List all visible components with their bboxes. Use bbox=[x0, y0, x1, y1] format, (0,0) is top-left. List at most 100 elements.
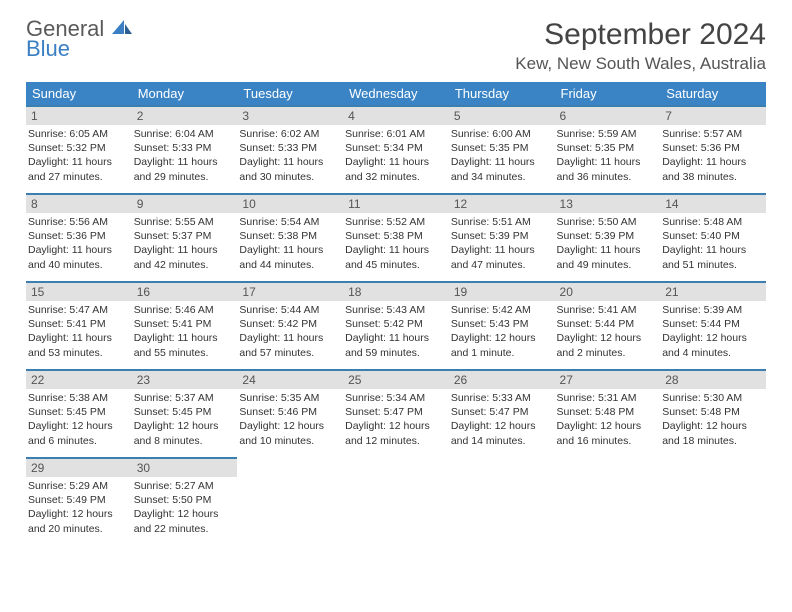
calendar-header-cell: Friday bbox=[555, 82, 661, 106]
calendar-cell: 14Sunrise: 5:48 AMSunset: 5:40 PMDayligh… bbox=[660, 194, 766, 282]
day-data: Sunrise: 5:51 AMSunset: 5:39 PMDaylight:… bbox=[449, 215, 555, 272]
calendar-cell: 10 Sunrise: 5:54 AMSunset: 5:38 PMDayligh… bbox=[237, 194, 343, 282]
calendar-cell: 21Sunrise: 5:39 AMSunset: 5:44 PMDayligh… bbox=[660, 282, 766, 370]
calendar-header-cell: Monday bbox=[132, 82, 238, 106]
calendar-table: SundayMondayTuesdayWednesdayThursdayFrid… bbox=[26, 82, 766, 546]
calendar-cell: 23Sunrise: 5:37 AMSunset: 5:45 PMDayligh… bbox=[132, 370, 238, 458]
calendar-cell: 9 Sunrise: 5:55 AMSunset: 5:37 PMDaylight… bbox=[132, 194, 238, 282]
day-data: Sunrise: 6:05 AMSunset: 5:32 PMDaylight:… bbox=[26, 127, 132, 184]
day-data: Sunrise: 6:00 AMSunset: 5:35 PMDaylight:… bbox=[449, 127, 555, 184]
day-number: 21 bbox=[660, 283, 766, 301]
day-number: 26 bbox=[449, 371, 555, 389]
calendar-header-row: SundayMondayTuesdayWednesdayThursdayFrid… bbox=[26, 82, 766, 106]
day-number: 20 bbox=[555, 283, 661, 301]
day-data: Sunrise: 5:48 AMSunset: 5:40 PMDaylight:… bbox=[660, 215, 766, 272]
calendar-cell: 30 Sunrise: 5:27 AMSunset: 5:50 PMDayligh… bbox=[132, 458, 238, 546]
calendar-cell: 28 Sunrise: 5:30 AMSunset: 5:48 PMDayligh… bbox=[660, 370, 766, 458]
page-title: September 2024 bbox=[515, 18, 766, 52]
day-data: Sunrise: 5:34 AMSunset: 5:47 PMDaylight:… bbox=[343, 391, 449, 448]
calendar-cell: 27Sunrise: 5:31 AMSunset: 5:48 PMDayligh… bbox=[555, 370, 661, 458]
day-data: Sunrise: 5:35 AMSunset: 5:46 PMDaylight:… bbox=[237, 391, 343, 448]
day-number: 15 bbox=[26, 283, 132, 301]
calendar-cell: 15Sunrise: 5:47 AMSunset: 5:41 PMDayligh… bbox=[26, 282, 132, 370]
title-block: September 2024 Kew, New South Wales, Aus… bbox=[515, 18, 766, 74]
calendar-cell: 19 Sunrise: 5:42 AMSunset: 5:43 PMDayligh… bbox=[449, 282, 555, 370]
calendar-cell-empty bbox=[449, 458, 555, 546]
day-data: Sunrise: 5:27 AMSunset: 5:50 PMDaylight:… bbox=[132, 479, 238, 536]
calendar-cell: 6Sunrise: 5:59 AMSunset: 5:35 PMDaylight… bbox=[555, 106, 661, 194]
logo-text: General Blue bbox=[26, 18, 134, 60]
day-number: 30 bbox=[132, 459, 238, 477]
day-number: 29 bbox=[26, 459, 132, 477]
day-data: Sunrise: 6:04 AMSunset: 5:33 PMDaylight:… bbox=[132, 127, 238, 184]
day-number: 27 bbox=[555, 371, 661, 389]
day-number: 13 bbox=[555, 195, 661, 213]
day-number: 19 bbox=[449, 283, 555, 301]
day-data: Sunrise: 5:56 AMSunset: 5:36 PMDaylight:… bbox=[26, 215, 132, 272]
calendar-cell: 18 Sunrise: 5:43 AMSunset: 5:42 PMDayligh… bbox=[343, 282, 449, 370]
calendar-cell-empty bbox=[343, 458, 449, 546]
calendar-header-cell: Thursday bbox=[449, 82, 555, 106]
calendar-cell: 1 Sunrise: 6:05 AMSunset: 5:32 PMDaylight… bbox=[26, 106, 132, 194]
day-number: 24 bbox=[237, 371, 343, 389]
day-data: Sunrise: 5:55 AMSunset: 5:37 PMDaylight:… bbox=[132, 215, 238, 272]
day-number: 17 bbox=[237, 283, 343, 301]
day-number: 25 bbox=[343, 371, 449, 389]
calendar-cell: 3 Sunrise: 6:02 AMSunset: 5:33 PMDaylight… bbox=[237, 106, 343, 194]
calendar-cell: 20Sunrise: 5:41 AMSunset: 5:44 PMDayligh… bbox=[555, 282, 661, 370]
calendar-row: 8Sunrise: 5:56 AMSunset: 5:36 PMDaylight… bbox=[26, 194, 766, 282]
calendar-cell: 13 Sunrise: 5:50 AMSunset: 5:39 PMDayligh… bbox=[555, 194, 661, 282]
day-number: 2 bbox=[132, 107, 238, 125]
calendar-cell: 12 Sunrise: 5:51 AMSunset: 5:39 PMDayligh… bbox=[449, 194, 555, 282]
calendar-cell-empty bbox=[555, 458, 661, 546]
calendar-header-cell: Tuesday bbox=[237, 82, 343, 106]
day-data: Sunrise: 5:44 AMSunset: 5:42 PMDaylight:… bbox=[237, 303, 343, 360]
day-number: 22 bbox=[26, 371, 132, 389]
calendar-cell: 5 Sunrise: 6:00 AMSunset: 5:35 PMDaylight… bbox=[449, 106, 555, 194]
day-data: Sunrise: 5:52 AMSunset: 5:38 PMDaylight:… bbox=[343, 215, 449, 272]
calendar-row: 1 Sunrise: 6:05 AMSunset: 5:32 PMDaylight… bbox=[26, 106, 766, 194]
day-number: 9 bbox=[132, 195, 238, 213]
day-number: 12 bbox=[449, 195, 555, 213]
logo-sail-icon bbox=[110, 18, 134, 36]
calendar-header-cell: Sunday bbox=[26, 82, 132, 106]
logo-word2: Blue bbox=[26, 38, 134, 60]
day-data: Sunrise: 5:29 AMSunset: 5:49 PMDaylight:… bbox=[26, 479, 132, 536]
calendar-cell-empty bbox=[237, 458, 343, 546]
location-text: Kew, New South Wales, Australia bbox=[515, 54, 766, 74]
day-data: Sunrise: 5:57 AMSunset: 5:36 PMDaylight:… bbox=[660, 127, 766, 184]
day-number: 3 bbox=[237, 107, 343, 125]
day-data: Sunrise: 6:01 AMSunset: 5:34 PMDaylight:… bbox=[343, 127, 449, 184]
day-number: 16 bbox=[132, 283, 238, 301]
day-number: 28 bbox=[660, 371, 766, 389]
calendar-cell: 17 Sunrise: 5:44 AMSunset: 5:42 PMDayligh… bbox=[237, 282, 343, 370]
calendar-cell: 29 Sunrise: 5:29 AMSunset: 5:49 PMDayligh… bbox=[26, 458, 132, 546]
day-data: Sunrise: 5:30 AMSunset: 5:48 PMDaylight:… bbox=[660, 391, 766, 448]
calendar-cell: 25 Sunrise: 5:34 AMSunset: 5:47 PMDayligh… bbox=[343, 370, 449, 458]
calendar-cell: 4Sunrise: 6:01 AMSunset: 5:34 PMDaylight… bbox=[343, 106, 449, 194]
calendar-cell: 26 Sunrise: 5:33 AMSunset: 5:47 PMDayligh… bbox=[449, 370, 555, 458]
day-data: Sunrise: 5:50 AMSunset: 5:39 PMDaylight:… bbox=[555, 215, 661, 272]
calendar-cell: 11Sunrise: 5:52 AMSunset: 5:38 PMDayligh… bbox=[343, 194, 449, 282]
day-number: 10 bbox=[237, 195, 343, 213]
day-data: Sunrise: 5:54 AMSunset: 5:38 PMDaylight:… bbox=[237, 215, 343, 272]
calendar-cell: 22 Sunrise: 5:38 AMSunset: 5:45 PMDayligh… bbox=[26, 370, 132, 458]
day-data: Sunrise: 5:38 AMSunset: 5:45 PMDaylight:… bbox=[26, 391, 132, 448]
header: General Blue September 2024 Kew, New Sou… bbox=[26, 18, 766, 74]
calendar-cell: 8Sunrise: 5:56 AMSunset: 5:36 PMDaylight… bbox=[26, 194, 132, 282]
day-data: Sunrise: 5:42 AMSunset: 5:43 PMDaylight:… bbox=[449, 303, 555, 360]
calendar-header-cell: Saturday bbox=[660, 82, 766, 106]
calendar-cell-empty bbox=[660, 458, 766, 546]
day-data: Sunrise: 5:43 AMSunset: 5:42 PMDaylight:… bbox=[343, 303, 449, 360]
day-number: 1 bbox=[26, 107, 132, 125]
calendar-cell: 16Sunrise: 5:46 AMSunset: 5:41 PMDayligh… bbox=[132, 282, 238, 370]
calendar-row: 15Sunrise: 5:47 AMSunset: 5:41 PMDayligh… bbox=[26, 282, 766, 370]
day-number: 5 bbox=[449, 107, 555, 125]
day-number: 23 bbox=[132, 371, 238, 389]
day-data: Sunrise: 6:02 AMSunset: 5:33 PMDaylight:… bbox=[237, 127, 343, 184]
day-number: 18 bbox=[343, 283, 449, 301]
day-data: Sunrise: 5:33 AMSunset: 5:47 PMDaylight:… bbox=[449, 391, 555, 448]
logo: General Blue bbox=[26, 18, 134, 60]
day-data: Sunrise: 5:59 AMSunset: 5:35 PMDaylight:… bbox=[555, 127, 661, 184]
calendar-header-cell: Wednesday bbox=[343, 82, 449, 106]
